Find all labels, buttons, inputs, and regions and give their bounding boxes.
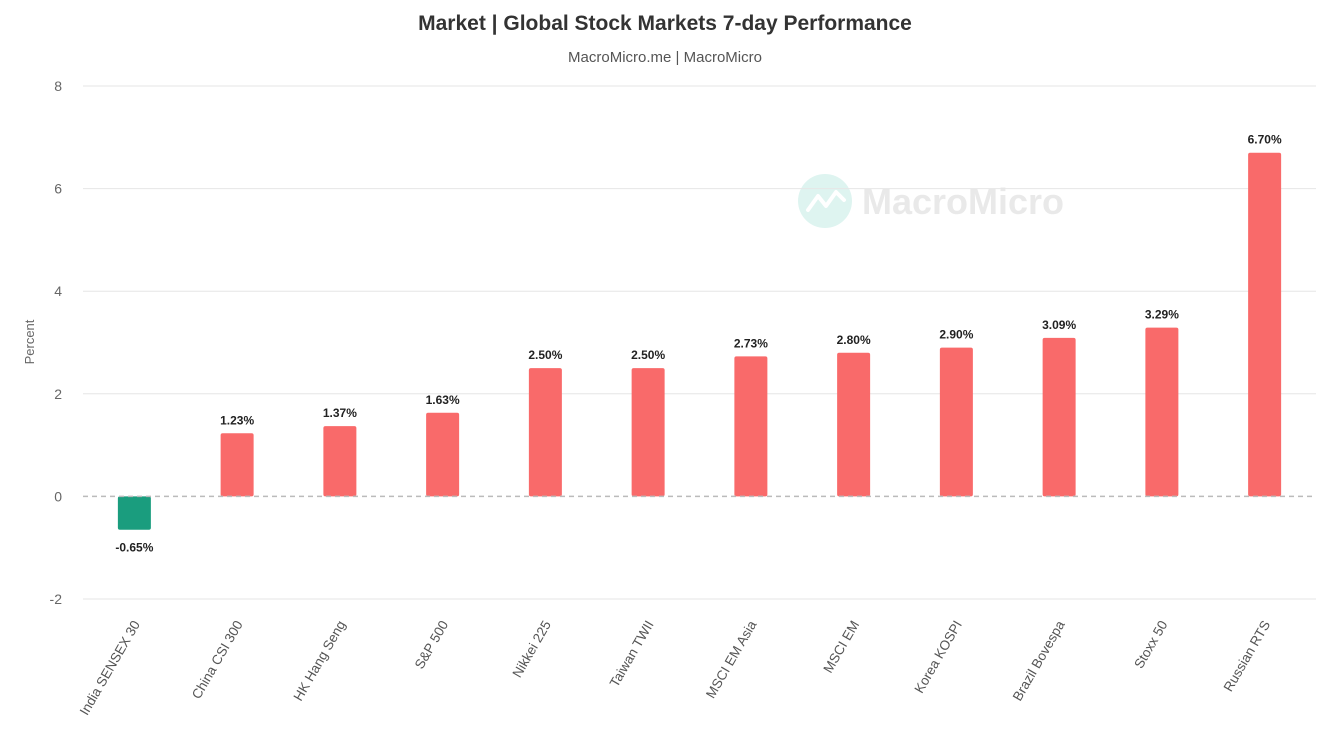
bar[interactable] (426, 412, 460, 497)
data-label: 6.70% (1248, 133, 1282, 147)
data-labels: -0.65% 1.23% 1.37% 1.63% 2.50% 2.50% 2.73% 2.80… (115, 133, 1282, 555)
watermark-text: MacroMicro (862, 181, 1064, 222)
bar[interactable] (939, 347, 973, 497)
x-tick-label: Stoxx 50 (1131, 618, 1170, 671)
y-tick-label: 6 (54, 181, 62, 197)
data-label: 1.37% (323, 406, 357, 420)
x-tick-label: Korea KOSPI (911, 618, 965, 696)
watermark-logo: MacroMicro (798, 174, 1064, 228)
data-label: 3.09% (1042, 318, 1076, 332)
bar[interactable] (1042, 337, 1076, 497)
data-label: 1.23% (220, 413, 254, 427)
data-label: -0.65% (115, 541, 153, 555)
x-tick-label: MSCI EM Asia (703, 618, 760, 701)
data-label: 3.29% (1145, 308, 1179, 322)
data-label: 2.73% (734, 336, 768, 350)
data-label: 2.50% (631, 348, 665, 362)
grid-lines (83, 85, 1316, 600)
data-label: 2.80% (837, 333, 871, 347)
y-axis-label: Percent (22, 319, 37, 364)
y-tick-label: 4 (54, 283, 62, 299)
x-tick-label: S&P 500 (412, 618, 452, 671)
y-tick-label: 8 (54, 78, 62, 94)
x-tick-label: India SENSEX 30 (77, 618, 143, 718)
y-axis-ticks: -2 0 2 4 6 8 (50, 78, 63, 607)
bars (117, 152, 1282, 530)
watermark-logo-mark (806, 190, 846, 212)
watermark-logo-icon (798, 174, 852, 228)
x-tick-label: Taiwan TWII (607, 618, 657, 690)
x-axis-ticks: India SENSEX 30 China CSI 300 HK Hang Seng… (77, 618, 1274, 718)
data-label: 2.50% (528, 348, 562, 362)
bar[interactable] (528, 368, 562, 497)
bar[interactable] (734, 356, 768, 497)
x-tick-label: MSCI EM (820, 618, 862, 676)
y-tick-label: 0 (54, 488, 62, 504)
chart-title: Market | Global Stock Markets 7-day Perf… (418, 12, 912, 35)
data-label: 1.63% (426, 393, 460, 407)
chart-subtitle: MacroMicro.me | MacroMicro (568, 49, 762, 66)
x-tick-label: HK Hang Seng (290, 618, 348, 703)
bar[interactable] (323, 426, 357, 497)
x-tick-label: Russian RTS (1221, 618, 1274, 694)
x-tick-label: Brazil Bovespa (1010, 618, 1068, 704)
bar[interactable] (631, 368, 665, 497)
y-tick-label: 2 (54, 386, 62, 402)
data-label: 2.90% (939, 328, 973, 342)
bar[interactable] (1248, 152, 1282, 497)
x-tick-label: China CSI 300 (189, 618, 246, 702)
x-tick-label: Nikkei 225 (509, 618, 554, 680)
bar[interactable] (220, 433, 254, 497)
y-tick-label: -2 (50, 591, 63, 607)
bar[interactable] (117, 496, 151, 530)
bar[interactable] (837, 352, 871, 497)
bar[interactable] (1145, 327, 1179, 497)
